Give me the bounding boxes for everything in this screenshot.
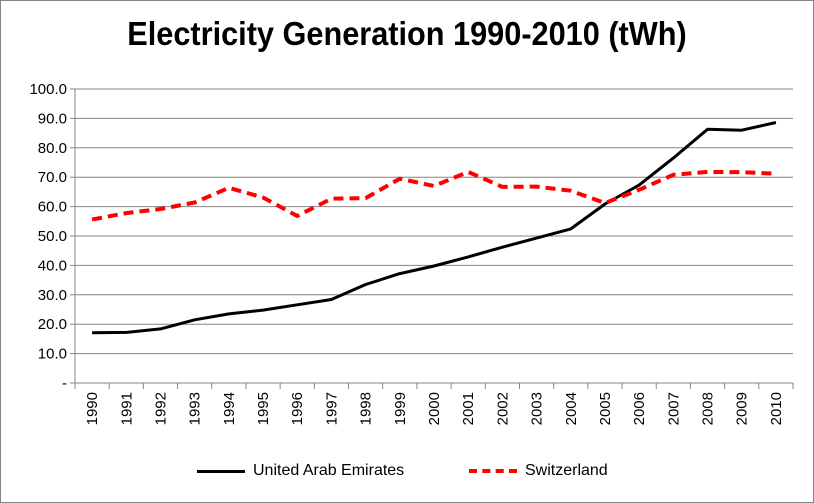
y-tick-label: 90.0 <box>38 110 67 127</box>
x-tick-label: 2004 <box>563 392 580 425</box>
x-tick-label: 1997 <box>323 392 340 425</box>
y-tick-label: 70.0 <box>38 169 67 186</box>
x-tick-label: 2001 <box>460 392 477 425</box>
x-tick-label: 1990 <box>84 392 101 425</box>
x-tick-label: 2008 <box>700 392 717 425</box>
x-tick-label: 1994 <box>221 392 238 425</box>
x-tick-label: 2002 <box>494 392 511 425</box>
x-tick-label: 2003 <box>529 392 546 425</box>
x-tick-label: 2010 <box>768 392 785 425</box>
x-tick-label: 2005 <box>597 392 614 425</box>
x-tick-label: 1991 <box>118 392 135 425</box>
x-tick-label: 2006 <box>631 392 648 425</box>
x-tick-label: 2000 <box>426 392 443 425</box>
x-tick-label: 1999 <box>392 392 409 425</box>
x-tick-label: 2007 <box>665 392 682 425</box>
x-tick-label: 1996 <box>289 392 306 425</box>
x-tick-label: 1992 <box>152 392 169 425</box>
y-tick-label: 100.0 <box>29 81 67 98</box>
y-tick-label: 20.0 <box>38 316 67 333</box>
legend-item-uae: United Arab Emirates <box>197 459 404 483</box>
y-tick-label: 80.0 <box>38 140 67 157</box>
y-tick-label: 30.0 <box>38 287 67 304</box>
y-tick-label: 50.0 <box>38 228 67 245</box>
legend-item-switzerland: Switzerland <box>469 459 608 483</box>
y-tick-label: 10.0 <box>38 346 67 363</box>
y-tick-label: 40.0 <box>38 257 67 274</box>
x-tick-label: 1993 <box>187 392 204 425</box>
legend-label-uae: United Arab Emirates <box>253 462 405 479</box>
x-tick-label: 1995 <box>255 392 272 425</box>
x-tick-label: 1998 <box>358 392 375 425</box>
y-tick-label: 60.0 <box>38 199 67 216</box>
legend: United Arab Emirates Switzerland <box>1 459 813 483</box>
series-line-switzerland <box>91 169 776 222</box>
y-tick-label: - <box>62 375 67 392</box>
x-tick-label: 2009 <box>734 392 751 425</box>
legend-label-switzerland: Switzerland <box>525 462 608 479</box>
series-line-uae <box>92 121 777 335</box>
chart-title: Electricity Generation 1990-2010 (tWh) <box>127 15 687 52</box>
legend-swatch-switzerland <box>469 469 517 473</box>
legend-swatch-uae <box>197 469 245 473</box>
